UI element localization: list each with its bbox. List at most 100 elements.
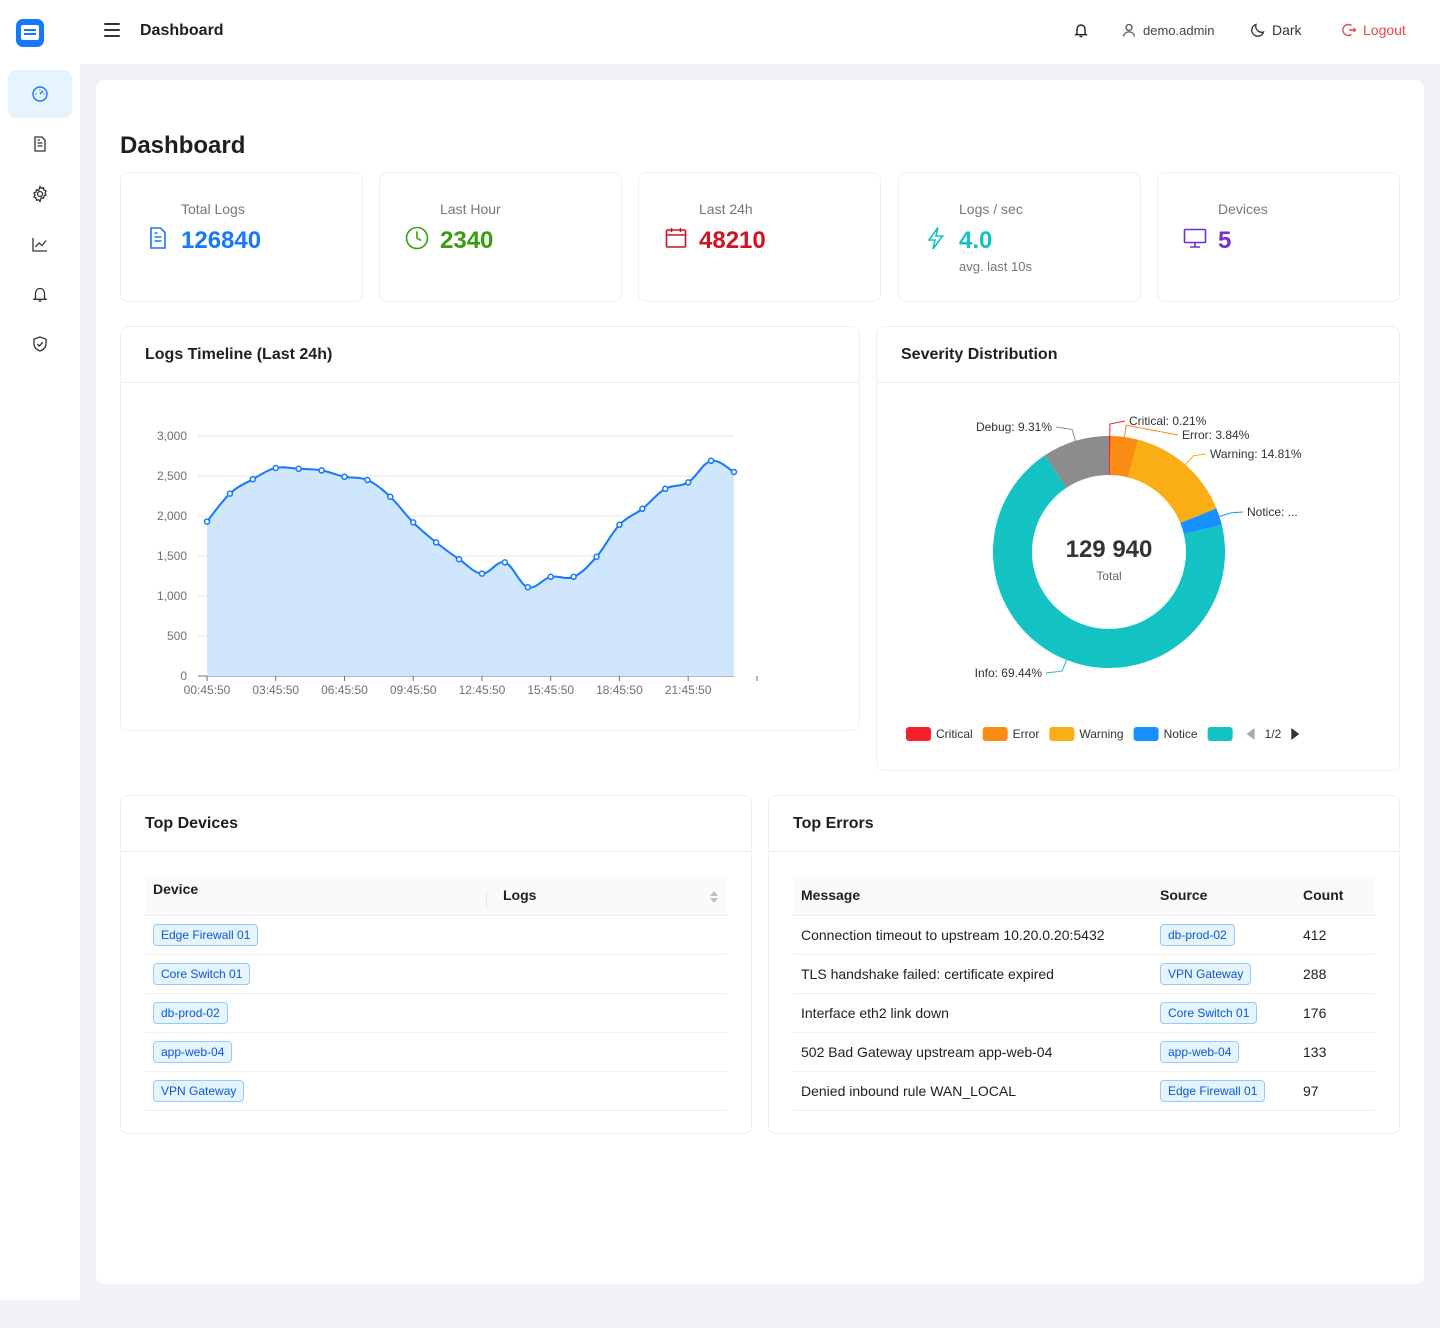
data-point[interactable]	[570, 573, 577, 581]
legend-item[interactable]: Error	[982, 727, 1040, 741]
data-point[interactable]	[524, 583, 532, 591]
header-title: Dashboard	[140, 22, 224, 39]
top-errors-title: Top Errors	[769, 796, 1399, 852]
pie-slice-warning[interactable]	[1128, 439, 1217, 524]
data-point[interactable]	[662, 485, 669, 493]
sidebar-item-security[interactable]	[8, 320, 72, 368]
source-cell: Core Switch 01	[1152, 993, 1295, 1033]
table-row[interactable]: Interface eth2 link down Core Switch 01 17…	[793, 993, 1375, 1033]
legend-next-icon[interactable]	[1291, 728, 1300, 740]
data-point[interactable]	[616, 521, 623, 529]
logs-cell	[495, 954, 727, 994]
notifications-button[interactable]	[1073, 22, 1089, 38]
legend-swatch	[982, 727, 1008, 741]
data-point[interactable]	[432, 539, 440, 546]
message-cell: Denied inbound rule WAN_LOCAL	[793, 1071, 1152, 1111]
top-header: Dashboard demo.admin Dark Logout	[80, 0, 1440, 64]
legend-prev-icon[interactable]	[1246, 728, 1255, 740]
data-point[interactable]	[272, 464, 279, 472]
theme-toggle-button[interactable]: Dark	[1250, 22, 1302, 38]
device-tag[interactable]: db-prod-02	[153, 1001, 228, 1024]
y-tick-label: 0	[180, 669, 187, 683]
moon-icon	[1251, 23, 1265, 37]
column-header-source: Source	[1152, 876, 1295, 916]
source-tag[interactable]: db-prod-02	[1160, 923, 1235, 946]
table-row[interactable]: TLS handshake failed: certificate expire…	[793, 954, 1375, 994]
device-tag[interactable]: Edge Firewall 01	[153, 923, 259, 946]
table-row[interactable]: app-web-04	[145, 1032, 727, 1072]
data-point[interactable]	[249, 475, 257, 483]
data-point[interactable]	[593, 553, 600, 561]
data-point[interactable]	[639, 505, 646, 513]
data-point[interactable]	[455, 555, 463, 563]
data-point[interactable]	[478, 570, 486, 577]
stat-label: Devices	[1218, 201, 1268, 217]
column-header-logs[interactable]: Logs	[495, 876, 727, 916]
sidebar-item-settings[interactable]	[8, 170, 72, 218]
sidebar-item-dashboard[interactable]	[8, 70, 72, 118]
table-row[interactable]: Connection timeout to upstream 10.20.0.2…	[793, 915, 1375, 955]
data-point[interactable]	[341, 473, 348, 481]
slice-label-line	[1185, 453, 1207, 466]
sidebar-item-analytics[interactable]	[8, 220, 72, 268]
logout-button[interactable]: Logout	[1341, 22, 1406, 38]
pie-slice-notice[interactable]	[1180, 508, 1222, 535]
logs-cell	[495, 915, 727, 955]
data-point[interactable]	[203, 518, 211, 525]
app-logo[interactable]	[16, 19, 44, 47]
source-tag[interactable]: Core Switch 01	[1160, 1001, 1258, 1024]
data-point[interactable]	[387, 493, 394, 501]
sidebar-item-logs[interactable]	[8, 120, 72, 168]
pie-slice-info[interactable]	[993, 455, 1225, 668]
table-row[interactable]: Edge Firewall 01	[145, 915, 727, 955]
source-tag[interactable]: Edge Firewall 01	[1160, 1079, 1266, 1102]
data-point[interactable]	[409, 519, 417, 526]
stat-label: Logs / sec	[959, 201, 1023, 217]
device-cell: VPN Gateway	[145, 1071, 495, 1111]
stat-value: 2340	[440, 227, 494, 254]
device-tag[interactable]: VPN Gateway	[153, 1079, 245, 1102]
sidebar	[0, 0, 80, 1300]
device-tag[interactable]: Core Switch 01	[153, 962, 251, 985]
data-point[interactable]	[730, 468, 738, 476]
pie-slice-critical[interactable]	[1109, 436, 1111, 476]
x-tick-label: 21:45:50	[665, 683, 712, 697]
table-row[interactable]: db-prod-02	[145, 993, 727, 1033]
sort-icon[interactable]	[709, 890, 719, 904]
column-header-count: Count	[1295, 876, 1375, 916]
stat-value: 4.0	[959, 227, 993, 254]
logs-cell	[495, 1071, 727, 1111]
table-row[interactable]: VPN Gateway	[145, 1071, 727, 1111]
data-point[interactable]	[364, 476, 371, 484]
stat-card-devices: Devices 5	[1157, 172, 1400, 302]
data-point[interactable]	[684, 479, 692, 486]
source-tag[interactable]: VPN Gateway	[1160, 962, 1252, 985]
user-menu[interactable]: demo.admin	[1121, 22, 1215, 38]
table-row[interactable]: 502 Bad Gateway upstream app-web-04 app-w…	[793, 1032, 1375, 1072]
data-point[interactable]	[226, 490, 234, 497]
count-cell: 133	[1295, 1032, 1375, 1072]
stat-card-logs-per-sec: Logs / sec 4.0 avg. last 10s	[898, 172, 1141, 302]
legend-item[interactable]: Notice	[1133, 727, 1198, 741]
sidebar-item-alerts[interactable]	[8, 270, 72, 318]
data-point[interactable]	[295, 465, 302, 473]
legend-item[interactable]	[1207, 727, 1233, 741]
legend-item[interactable]: Warning	[1049, 727, 1124, 741]
timeline-chart: 0 500 1,000 1,500 2,000 2,500 3,000 00:45:50 03:…	[157, 429, 758, 697]
source-tag[interactable]: app-web-04	[1160, 1040, 1240, 1063]
data-point[interactable]	[547, 573, 554, 581]
pie-slice-error[interactable]	[1110, 436, 1139, 478]
table-row[interactable]: Core Switch 01	[145, 954, 727, 994]
data-point[interactable]	[318, 467, 325, 474]
data-point[interactable]	[707, 457, 715, 465]
device-tag[interactable]: app-web-04	[153, 1040, 233, 1063]
y-tick-label: 500	[167, 629, 187, 643]
legend-item[interactable]: Critical	[906, 727, 973, 741]
device-cell: db-prod-02	[145, 993, 495, 1033]
table-row[interactable]: Denied inbound rule WAN_LOCAL Edge Firewa…	[793, 1071, 1375, 1111]
menu-toggle-button[interactable]	[104, 23, 120, 41]
source-cell: app-web-04	[1152, 1032, 1295, 1072]
pie-slice-debug[interactable]	[1044, 436, 1109, 488]
data-point[interactable]	[501, 559, 509, 566]
x-tick-label: 18:45:50	[596, 683, 643, 697]
